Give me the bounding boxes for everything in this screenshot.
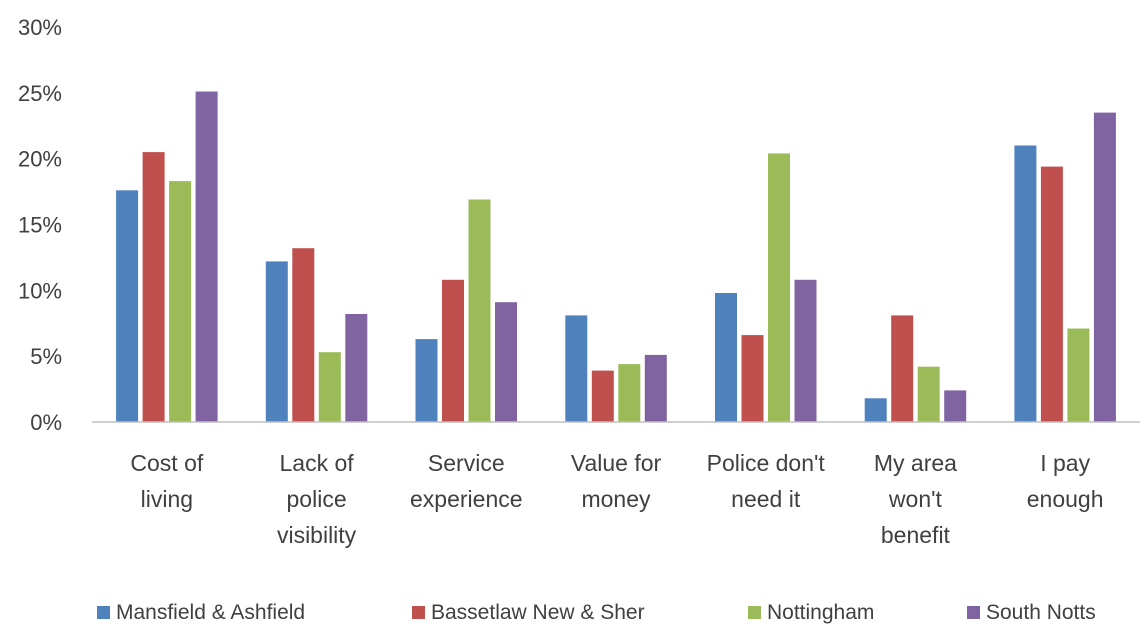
bar xyxy=(195,91,218,422)
bar xyxy=(1040,166,1063,422)
x-tick-label-line: won't xyxy=(888,486,943,512)
legend-label: South Notts xyxy=(986,601,1096,624)
x-tick-label-line: Police don't xyxy=(707,450,826,476)
x-axis-labels: Cost of living Lack of police visibility Serv… xyxy=(130,450,1103,548)
x-tick-label: Service experience xyxy=(410,450,523,512)
bar xyxy=(142,152,165,422)
bar xyxy=(864,398,887,422)
legend-swatch xyxy=(748,606,761,619)
x-tick-label: Lack of police visibility xyxy=(277,450,357,548)
x-tick-label-line: police xyxy=(287,486,347,512)
bar xyxy=(644,354,667,422)
x-tick-label-line: living xyxy=(141,486,193,512)
legend-label: Bassetlaw New & Sher xyxy=(431,601,645,624)
x-tick-label-line: enough xyxy=(1027,486,1104,512)
y-tick-label: 10% xyxy=(18,278,62,303)
bar xyxy=(1067,328,1090,422)
x-tick-label-line: experience xyxy=(410,486,523,512)
x-tick-label-line: Value for xyxy=(571,450,662,476)
bar xyxy=(345,314,368,422)
x-tick-label-line: My area xyxy=(874,450,957,476)
bar xyxy=(715,293,737,422)
bar xyxy=(318,352,341,422)
bar xyxy=(917,366,940,422)
bar xyxy=(944,390,967,422)
y-tick-label: 20% xyxy=(18,147,62,172)
bar xyxy=(265,261,288,422)
bars xyxy=(116,91,1116,422)
x-tick-label-line: visibility xyxy=(277,522,357,548)
y-tick-label: 15% xyxy=(18,213,62,238)
legend-label: Nottingham xyxy=(767,601,874,624)
y-tick-label: 30% xyxy=(18,15,62,40)
legend-swatch xyxy=(97,606,110,619)
x-tick-label: My area won't benefit xyxy=(874,450,957,548)
bar xyxy=(415,339,438,422)
bar xyxy=(292,248,315,422)
bar xyxy=(1093,112,1116,422)
x-tick-label-line: benefit xyxy=(881,522,951,548)
bar xyxy=(169,181,192,422)
x-tick-label: Police don't need it xyxy=(707,450,826,512)
x-tick-label: Cost of living xyxy=(130,450,203,512)
x-tick-label-line: Cost of xyxy=(130,450,203,476)
legend: Mansfield & Ashfield Bassetlaw New & Sher… xyxy=(97,601,1096,624)
bar xyxy=(591,370,614,422)
bar xyxy=(618,364,641,422)
y-axis: 0% 5% 10% 15% 20% 25% 30% xyxy=(18,15,62,435)
legend-swatch xyxy=(967,606,980,619)
x-tick-label-line: need it xyxy=(731,486,801,512)
x-tick-label: Value for money xyxy=(571,450,662,512)
bar xyxy=(468,199,491,422)
x-tick-label-line: money xyxy=(581,486,651,512)
bar xyxy=(1014,145,1037,422)
bar xyxy=(116,190,139,422)
bar xyxy=(741,335,764,422)
legend-item: South Notts xyxy=(967,601,1096,624)
bar xyxy=(794,279,817,422)
bar xyxy=(768,153,790,422)
x-tick-label: I pay enough xyxy=(1027,450,1104,512)
y-tick-label: 5% xyxy=(30,344,62,369)
x-tick-label-line: Service xyxy=(428,450,505,476)
y-tick-label: 25% xyxy=(18,81,62,106)
bar xyxy=(565,315,588,422)
bar xyxy=(495,302,517,422)
legend-label: Mansfield & Ashfield xyxy=(116,601,305,624)
bar xyxy=(442,279,464,422)
legend-swatch xyxy=(412,606,425,619)
x-tick-label-line: I pay xyxy=(1040,450,1090,476)
legend-item: Bassetlaw New & Sher xyxy=(412,601,645,624)
bar xyxy=(891,315,914,422)
legend-item: Mansfield & Ashfield xyxy=(97,601,305,624)
legend-item: Nottingham xyxy=(748,601,874,624)
y-tick-label: 0% xyxy=(30,410,62,435)
x-tick-label-line: Lack of xyxy=(279,450,354,476)
